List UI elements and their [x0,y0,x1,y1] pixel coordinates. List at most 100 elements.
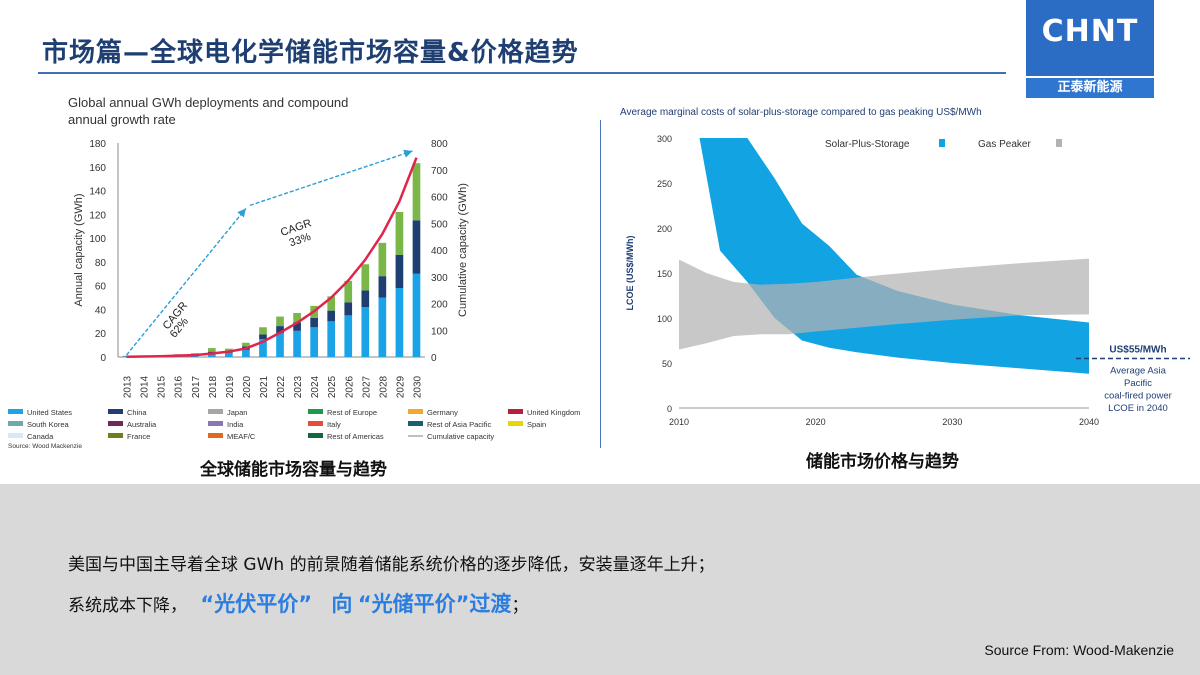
title-divider [38,72,1006,74]
left-bar-segment [225,352,233,357]
summary-bullet-1: 美国与中国主导着全球 GWh 的前景随着储能系统价格的逐步降低，安装量逐年上升； [68,550,715,575]
left-y-tick: 100 [89,234,106,245]
left-y-axis-label: Annual capacity (GWh) [73,193,85,306]
left-x-tick: 2023 [293,375,304,398]
left-bar-segment [276,316,284,327]
reference-line-note: LCOE in 2040 [1108,403,1168,414]
left-bar-segment [327,321,336,357]
legend-swatch [8,433,23,438]
left-bar-segment [412,273,421,357]
right-legend-label: Solar-Plus-Storage [825,139,910,150]
left-bar-segment [412,220,421,274]
left-bar-segment [361,290,370,308]
left-bar-segment [259,334,267,340]
reference-line-note: Average Asia [1110,366,1167,377]
left-y2-axis-label: Cumulative capacity (GWh) [457,183,469,317]
cagr-arrow-2 [249,149,413,207]
left-bar-segment [207,353,216,357]
left-bar-segment [259,327,267,335]
left-bar-segment [395,254,404,289]
left-y-tick: 120 [89,210,106,221]
left-bar-segment [259,339,267,357]
source-note: Source From: Wood-Makenzie [984,642,1174,658]
legend-label: Spain [527,420,546,429]
left-y-tick: 40 [95,305,107,316]
left-bar-segment [310,327,318,357]
legend-label: France [127,432,150,441]
legend-swatch [508,409,523,414]
gas-peaker-band [679,258,1089,350]
left-chart-caption: 全球储能市场容量与趋势 [200,460,387,480]
legend-swatch [8,409,23,414]
left-bar-segment [225,348,233,352]
left-bar-segment [293,330,301,357]
left-bar-segment [344,302,353,316]
legend-label: Rest of Asia Pacific [427,420,491,429]
left-y2-tick: 700 [431,166,448,177]
legend-label: Cumulative capacity [427,432,494,441]
legend-label: Canada [27,432,54,441]
left-y2-tick: 200 [431,300,448,311]
left-x-tick: 2025 [327,375,338,398]
left-bar-segment [378,242,387,277]
reference-line-note: Pacific [1124,378,1152,389]
left-y2-tick: 600 [431,193,448,204]
cagr-arrow-1 [125,207,247,356]
right-y-tick: 300 [657,134,672,144]
legend-swatch [508,421,523,426]
legend-swatch [108,409,123,414]
left-bar-segment [207,348,216,352]
left-chart-title: Global annual GWh deployments and compou… [68,95,348,110]
bullet-1-text: 美国与中国主导着全球 GWh 的前景随着储能系统价格的逐步降低，安装量逐年上升； [68,555,715,575]
right-x-tick: 2010 [669,417,689,427]
summary-panel: 美国与中国主导着全球 GWh 的前景随着储能系统价格的逐步降低，安装量逐年上升；… [0,484,1200,675]
legend-swatch [108,421,123,426]
left-y2-tick: 0 [431,353,437,364]
legend-swatch [208,433,223,438]
left-bar-segment [378,297,387,357]
right-y-tick: 250 [657,179,672,189]
left-bar-segment [344,280,353,303]
left-bar-segment [361,307,370,357]
left-y-tick: 60 [95,282,107,293]
right-x-tick: 2040 [1079,417,1099,427]
legend-label: Rest of Americas [327,432,384,441]
left-bar-segment [242,349,250,357]
left-x-tick: 2029 [395,375,406,398]
left-y-tick: 140 [89,187,106,198]
left-x-tick: 2013 [123,375,134,398]
left-bar-segment [412,163,421,221]
legend-swatch [208,409,223,414]
left-x-tick: 2026 [344,375,355,398]
right-chart-caption: 储能市场价格与趋势 [806,452,959,472]
reference-line-label: US$55/MWh [1109,345,1166,356]
left-bar-segment [190,353,199,355]
logo-subtitle: 正泰新能源 [1026,76,1154,98]
left-y-tick: 0 [100,353,106,364]
legend-label: United States [27,408,72,417]
left-x-tick: 2030 [412,375,423,398]
left-bar-segment [293,322,301,331]
left-x-tick: 2018 [208,375,219,398]
left-chart-source: Source: Wood Mackenzie [8,443,82,450]
legend-swatch [108,433,123,438]
legend-label: Australia [127,420,157,429]
left-bar-segment [378,276,387,298]
right-legend-swatch [939,139,945,147]
logo-brand: CHNT [1041,14,1139,49]
left-y-tick: 180 [89,139,106,150]
summary-bullet-2: 系统成本下降， “光伏平价” 向 “光储平价”过渡； [68,588,528,618]
chart-separator [600,120,601,448]
bullet-2-prefix: 系统成本下降， [68,596,187,616]
left-bar-segment [293,313,301,323]
legend-swatch [308,409,323,414]
right-y-tick: 200 [657,224,672,234]
right-y-tick: 150 [657,269,672,279]
right-y-tick: 100 [657,314,672,324]
legend-label: Italy [327,420,341,429]
left-bar-segment [395,288,404,357]
left-y2-tick: 500 [431,219,448,230]
legend-label: Germany [427,408,458,417]
left-y-tick: 160 [89,163,106,174]
left-x-tick: 2020 [242,375,253,398]
